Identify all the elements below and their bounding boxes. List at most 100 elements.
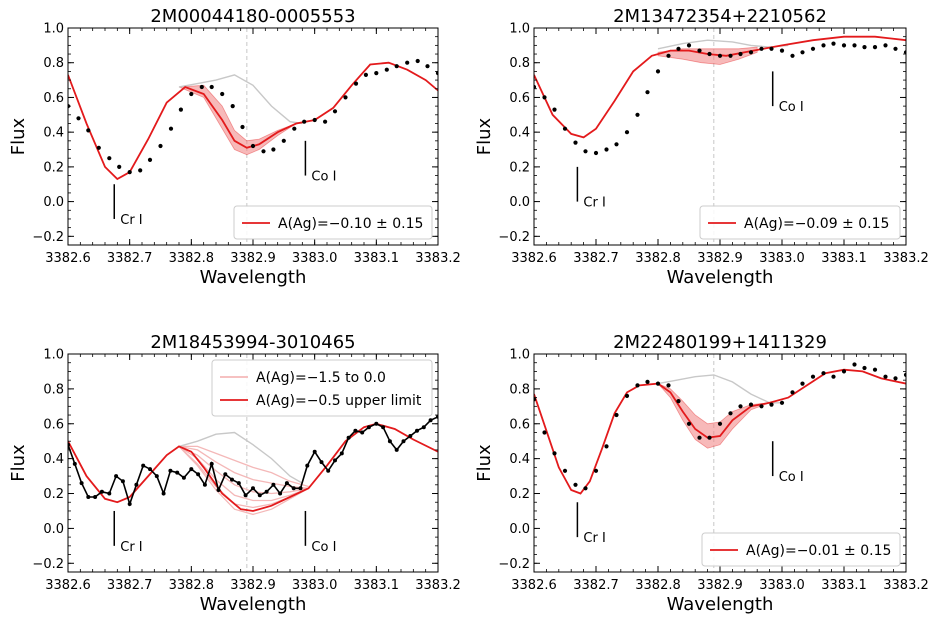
fan-curve-1: [179, 445, 309, 488]
x-tick-label: 3383.2: [883, 251, 929, 266]
observed-point: [841, 43, 847, 48]
line-label-cr-i: Cr I: [583, 531, 605, 546]
no-silver-model-line: [178, 431, 303, 484]
y-tick-label: 0.2: [509, 160, 530, 175]
observed-point: [790, 53, 795, 58]
observed-point: [305, 463, 310, 468]
observed-point: [666, 383, 671, 388]
observed-point: [271, 147, 276, 152]
observed-point: [394, 447, 399, 452]
x-tick-label: 3383.1: [354, 251, 400, 266]
observed-point: [154, 474, 159, 479]
legend-label: A(Ag)=−0.01 ± 0.15: [746, 543, 891, 559]
observed-point: [257, 493, 262, 498]
observed-point: [117, 164, 122, 169]
observed-point: [415, 428, 419, 433]
observed-point: [401, 439, 406, 444]
observed-point: [552, 451, 557, 456]
x-tick-label: 3383.1: [821, 578, 867, 593]
observed-point: [181, 475, 186, 480]
observed-point: [202, 482, 207, 487]
observed-point: [339, 451, 344, 456]
observed-point: [759, 46, 764, 51]
observed-point: [748, 402, 754, 407]
observed-point: [583, 486, 588, 491]
chart-panel-4: Cr I Co I 3382.6 3382.7 3382.8 3382.9 3383.0 33…: [474, 332, 929, 615]
observed-point: [292, 126, 297, 131]
chart-title: 2M18453994-3010465: [150, 332, 355, 353]
observed-point: [134, 482, 139, 487]
observed-point: [614, 142, 619, 147]
y-axis-label: Flux: [474, 117, 495, 155]
legend-box: [699, 205, 901, 240]
chart-title: 2M13472354+2210562: [613, 6, 827, 27]
observed-point: [236, 481, 241, 486]
y-tick-label: 1.0: [509, 22, 530, 37]
y-tick-label: 0.6: [509, 417, 530, 432]
observed-point: [360, 430, 365, 435]
observed-point: [862, 365, 867, 371]
observed-point: [728, 411, 733, 416]
x-tick-label: 3382.7: [573, 251, 619, 266]
x-tick-label: 3382.9: [230, 251, 276, 266]
y-tick-label: −0.2: [498, 557, 530, 572]
observed-point: [302, 119, 307, 124]
observed-point: [343, 95, 348, 100]
observed-point: [175, 470, 180, 475]
observed-point: [230, 104, 235, 109]
observed-point: [697, 48, 702, 53]
observed-point: [366, 425, 371, 430]
y-tick-label: 0.2: [43, 487, 64, 502]
observed-line: [68, 416, 438, 507]
observed-point: [93, 495, 98, 499]
plot-area: [534, 28, 906, 245]
y-tick-label: −0.2: [32, 230, 64, 245]
observed-point: [852, 362, 857, 367]
observed-point: [196, 472, 201, 477]
y-tick-label: 0.6: [509, 91, 530, 106]
observed-point: [821, 43, 826, 48]
legend-label: A(Ag)=−1.5 to 0.0: [256, 370, 386, 386]
observed-point: [769, 46, 774, 51]
observed-point: [604, 444, 609, 449]
legend-label: A(Ag)=−0.5 upper limit: [256, 393, 422, 409]
legend: A(Ag)=−0.01 ± 0.15: [701, 532, 901, 567]
observed-point: [852, 43, 857, 48]
observed-point: [264, 489, 269, 494]
y-axis-label: Flux: [474, 444, 495, 482]
chart-panel-1: Cr I Co I 3382.6 3382.7 3382.8 3382.9 3383.0 33…: [8, 6, 461, 288]
x-tick-label: 3383.1: [354, 578, 400, 593]
observed-point: [728, 53, 733, 58]
observed-point: [216, 488, 221, 492]
observed-point: [686, 421, 692, 426]
y-tick-label: 0.6: [43, 417, 64, 432]
x-axis-label: Wavelength: [667, 594, 774, 615]
observed-point: [655, 69, 661, 74]
observed-point: [209, 84, 214, 90]
observed-point: [251, 486, 255, 491]
x-tick-label: 3382.6: [511, 578, 557, 593]
observed-point: [645, 379, 650, 384]
x-tick-label: 3382.8: [169, 251, 215, 266]
observed-point: [821, 371, 826, 376]
line-label-co-i: Co I: [779, 100, 804, 115]
x-tick-label: 3382.9: [230, 578, 276, 593]
observed-point: [738, 404, 743, 409]
x-tick-label: 3383.2: [415, 251, 461, 266]
observed-point: [332, 109, 338, 114]
x-tick-label: 3383.0: [759, 578, 805, 593]
observed-point: [779, 400, 785, 405]
observed-point: [158, 143, 163, 149]
observed-point: [326, 468, 331, 473]
observed-point: [333, 458, 337, 463]
observed-point: [120, 479, 125, 484]
y-tick-label: −0.2: [32, 557, 64, 572]
observed-point: [562, 126, 568, 131]
observed-point: [199, 84, 204, 90]
legend-box: [701, 532, 901, 567]
observed-point: [562, 468, 568, 473]
observed-point: [593, 468, 599, 473]
y-tick-label: 0.0: [43, 522, 64, 537]
no-silver-model-line: [178, 74, 303, 125]
